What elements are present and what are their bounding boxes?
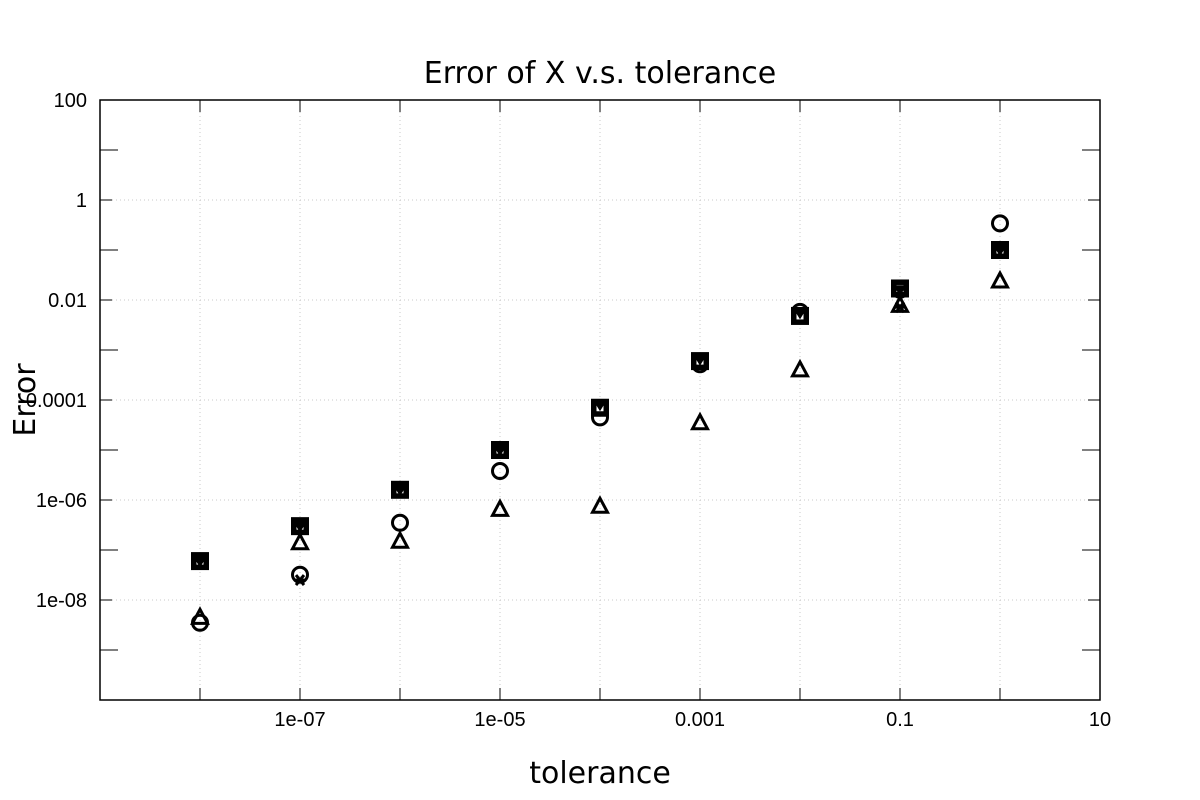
point-triangle-down: [293, 521, 307, 533]
chart-title: Error of X v.s. tolerance: [424, 56, 776, 91]
y-tick-label: 100: [54, 90, 87, 112]
point-triangle-down: [993, 245, 1007, 257]
plot-border: [99, 99, 1101, 701]
series-triangle-down: [193, 245, 1007, 568]
point-triangle-up: [589, 495, 611, 514]
series-star: [294, 301, 906, 587]
point-triangle-down: [793, 308, 807, 320]
y-tick-label: 0.0001: [26, 390, 87, 412]
point-triangle-up: [189, 606, 211, 625]
point-triangle-down: [893, 285, 907, 297]
y-tick-label: 0.01: [48, 290, 87, 312]
point-triangle-down: [693, 354, 707, 366]
point-triangle-down: [493, 445, 507, 457]
y-tick-label: 1: [76, 190, 87, 212]
point-triangle-up: [689, 411, 711, 431]
y-tick-label: 1e-06: [36, 490, 87, 512]
point-triangle-up: [989, 269, 1011, 289]
x-tick-labels: 1e-07 1e-05 0.001 0.1 10: [274, 709, 1111, 731]
point-circle: [991, 214, 1009, 233]
point-triangle-down: [393, 485, 407, 497]
point-triangle-down: [193, 556, 207, 568]
point-triangle-up: [489, 498, 511, 517]
x-axis-label: tolerance: [529, 756, 671, 791]
point-triangle-up: [389, 530, 411, 549]
x-tick-label: 0.1: [886, 709, 914, 731]
x-tick-label: 1e-07: [274, 709, 325, 731]
y-axis-label: Error: [8, 363, 43, 437]
x-tick-label: 1e-05: [474, 709, 525, 731]
point-star: [894, 301, 906, 314]
y-tick-labels: 100 1 0.01 0.0001 1e-06 1e-08: [26, 90, 87, 612]
point-triangle-up: [789, 358, 811, 378]
x-tick-label: 0.001: [675, 709, 725, 731]
point-triangle-down: [593, 400, 607, 412]
x-tick-label: 10: [1089, 709, 1111, 731]
point-star: [294, 574, 306, 587]
y-tick-label: 1e-08: [36, 590, 87, 612]
point-circle: [491, 462, 509, 481]
point-triangle-up: [289, 531, 311, 551]
data-points: [189, 214, 1011, 632]
